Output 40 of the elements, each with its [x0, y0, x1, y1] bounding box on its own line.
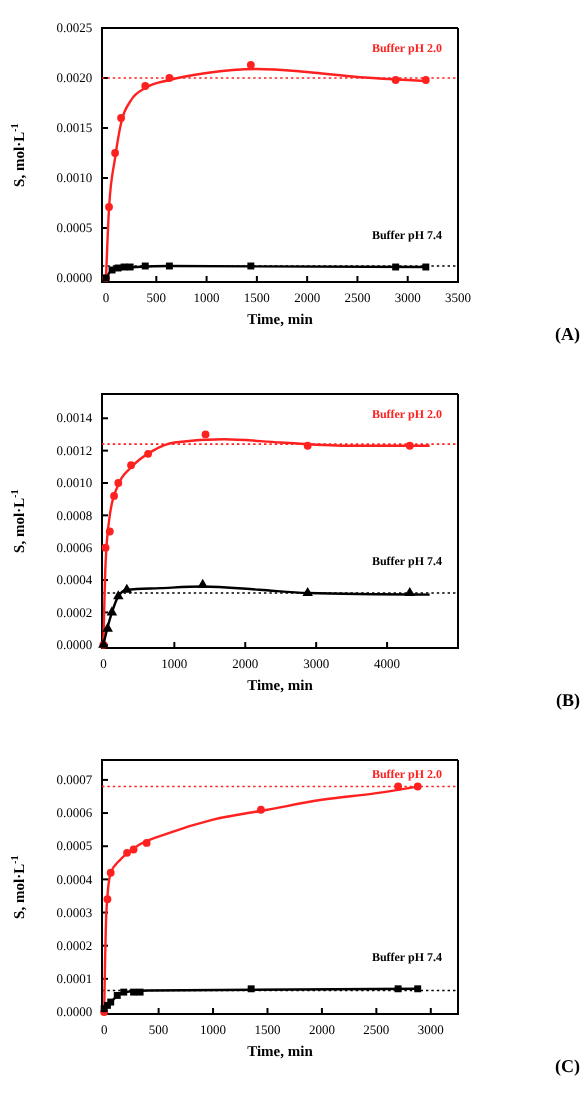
point	[120, 988, 128, 996]
point	[129, 845, 138, 854]
point	[113, 590, 124, 600]
point	[102, 622, 113, 632]
point	[111, 149, 119, 157]
text: (B)	[556, 690, 580, 710]
point	[136, 988, 144, 996]
point	[391, 76, 400, 84]
point	[103, 895, 112, 904]
point	[144, 449, 152, 458]
point	[421, 76, 430, 84]
point	[165, 74, 174, 82]
point	[110, 492, 118, 500]
point	[123, 848, 131, 857]
point	[197, 578, 208, 588]
point	[142, 839, 151, 847]
point	[127, 461, 135, 470]
point	[303, 441, 312, 450]
point	[105, 203, 113, 211]
point	[117, 114, 126, 122]
point	[414, 985, 422, 993]
point	[404, 586, 416, 597]
point	[246, 61, 255, 69]
point	[394, 985, 402, 993]
point	[141, 82, 150, 90]
point	[257, 805, 265, 814]
text: (C)	[555, 1056, 580, 1076]
point	[113, 991, 121, 999]
text: (A)	[555, 324, 580, 344]
point	[394, 782, 403, 791]
point	[413, 782, 422, 791]
point	[405, 441, 414, 450]
point	[106, 868, 115, 877]
point	[302, 586, 313, 597]
point	[247, 985, 255, 993]
point	[106, 606, 118, 616]
point	[105, 527, 114, 536]
point	[130, 988, 138, 996]
point	[201, 430, 210, 439]
point	[114, 479, 123, 487]
